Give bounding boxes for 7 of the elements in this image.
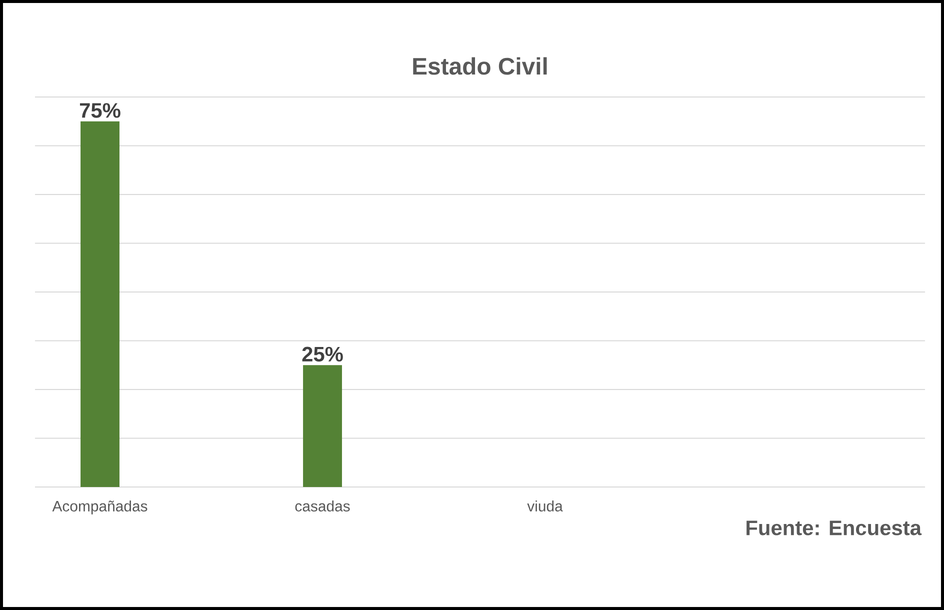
x-tick-label: Acompañadas	[52, 500, 148, 514]
source-note: Fuente: Encuesta	[746, 520, 922, 536]
chart-title: Estado Civil	[413, 57, 547, 75]
x-tick-label: casadas	[295, 500, 350, 512]
data-label: 75%	[80, 103, 120, 118]
x-tick-label: viuda	[527, 500, 563, 512]
data-label: 25%	[302, 346, 343, 362]
